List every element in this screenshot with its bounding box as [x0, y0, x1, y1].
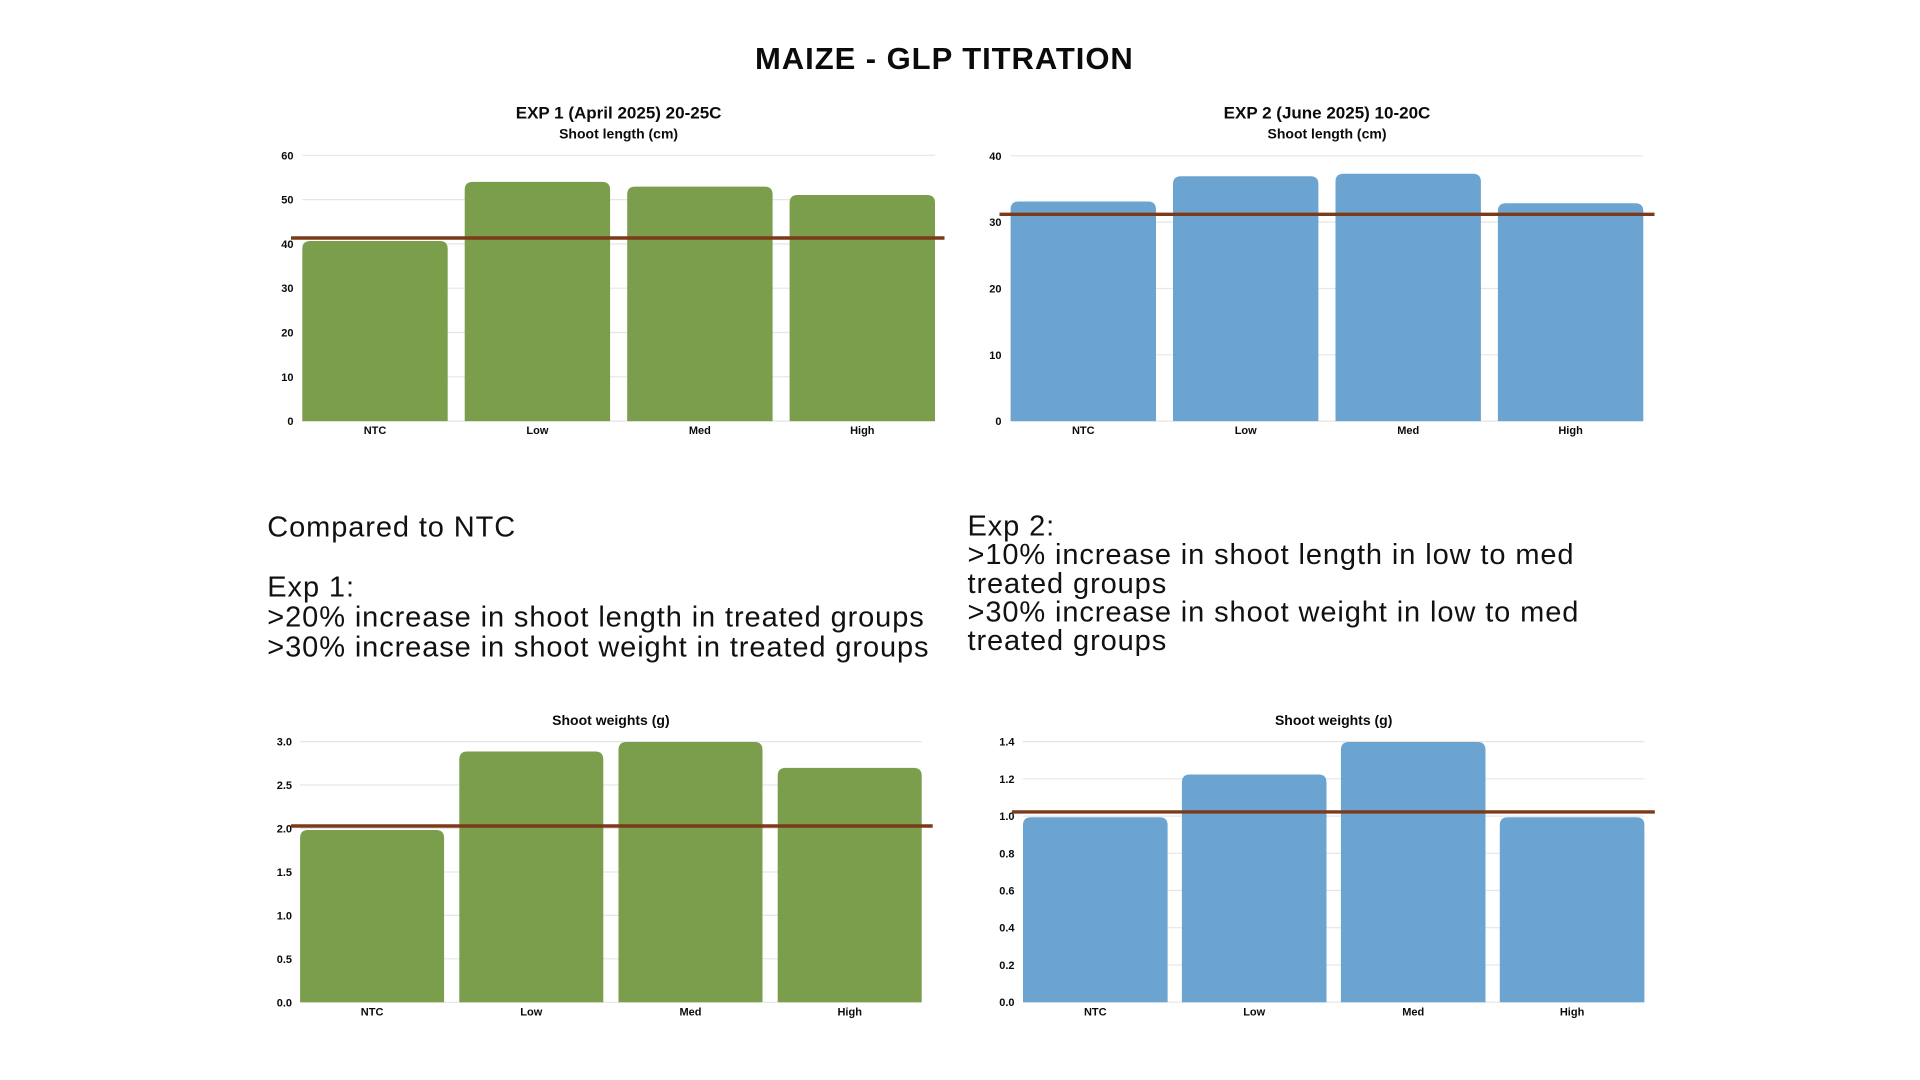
svg-text:0.2: 0.2: [999, 960, 1014, 972]
svg-text:2.5: 2.5: [277, 780, 292, 792]
svg-text:>20% increase in shoot length: >20% increase in shoot length in treated…: [267, 602, 924, 634]
svg-text:Exp 1:: Exp 1:: [267, 572, 355, 604]
svg-text:1.0: 1.0: [999, 811, 1014, 823]
svg-text:0: 0: [287, 416, 293, 428]
svg-text:20: 20: [989, 284, 1001, 296]
svg-text:20: 20: [281, 328, 293, 340]
svg-text:NTC: NTC: [1072, 425, 1095, 437]
svg-text:0.0: 0.0: [999, 997, 1014, 1009]
svg-text:10: 10: [281, 372, 293, 384]
svg-text:Low: Low: [1243, 1006, 1265, 1018]
svg-text:1.0: 1.0: [277, 910, 292, 922]
svg-text:Med: Med: [689, 425, 711, 437]
svg-text:2.0: 2.0: [277, 824, 292, 836]
svg-text:40: 40: [989, 151, 1001, 163]
svg-text:High: High: [1560, 1006, 1585, 1018]
svg-text:0.6: 0.6: [999, 886, 1014, 898]
svg-text:NTC: NTC: [1084, 1006, 1107, 1018]
svg-text:High: High: [850, 425, 875, 437]
svg-text:1.5: 1.5: [277, 867, 292, 879]
svg-text:Med: Med: [1402, 1006, 1424, 1018]
svg-text:treated groups: treated groups: [968, 625, 1168, 657]
svg-text:Med: Med: [680, 1006, 702, 1018]
svg-text:Compared to NTC: Compared to NTC: [267, 512, 516, 544]
svg-text:EXP 2 (June 2025) 10-20C: EXP 2 (June 2025) 10-20C: [1224, 103, 1431, 122]
svg-text:30: 30: [989, 217, 1001, 229]
svg-text:Shoot length (cm): Shoot length (cm): [1268, 126, 1387, 142]
svg-text:MAIZE - GLP TITRATION: MAIZE - GLP TITRATION: [755, 41, 1134, 76]
svg-text:40: 40: [281, 239, 293, 251]
svg-text:EXP 1 (April 2025) 20-25C: EXP 1 (April 2025) 20-25C: [516, 103, 722, 122]
svg-text:0.4: 0.4: [999, 923, 1015, 935]
svg-text:Med: Med: [1397, 425, 1419, 437]
svg-text:0.0: 0.0: [277, 997, 292, 1009]
svg-text:1.2: 1.2: [999, 774, 1014, 786]
svg-text:0.5: 0.5: [277, 954, 292, 966]
svg-text:1.4: 1.4: [999, 737, 1015, 749]
svg-text:Low: Low: [520, 1006, 542, 1018]
svg-text:High: High: [1558, 425, 1583, 437]
svg-text:3.0: 3.0: [277, 737, 292, 749]
svg-text:>30% increase in shoot weight: >30% increase in shoot weight in low to …: [968, 596, 1580, 628]
svg-text:Shoot weights (g): Shoot weights (g): [552, 712, 669, 728]
svg-text:0: 0: [995, 416, 1001, 428]
svg-text:>10% increase in shoot length: >10% increase in shoot length in low to …: [968, 539, 1575, 571]
svg-text:Low: Low: [526, 425, 548, 437]
svg-text:treated groups: treated groups: [968, 568, 1168, 600]
svg-text:NTC: NTC: [361, 1006, 384, 1018]
svg-text:30: 30: [281, 283, 293, 295]
svg-text:>30% increase in shoot weight: >30% increase in shoot weight in treated…: [267, 632, 929, 664]
svg-text:Shoot length (cm): Shoot length (cm): [559, 126, 678, 142]
svg-text:0.8: 0.8: [999, 848, 1014, 860]
svg-text:Exp 2:: Exp 2:: [968, 511, 1056, 543]
svg-text:NTC: NTC: [364, 425, 387, 437]
svg-text:Low: Low: [1235, 425, 1257, 437]
svg-text:Shoot weights (g): Shoot weights (g): [1275, 712, 1392, 728]
svg-text:60: 60: [281, 150, 293, 162]
svg-text:50: 50: [281, 195, 293, 207]
svg-text:High: High: [837, 1006, 862, 1018]
svg-text:10: 10: [989, 350, 1001, 362]
